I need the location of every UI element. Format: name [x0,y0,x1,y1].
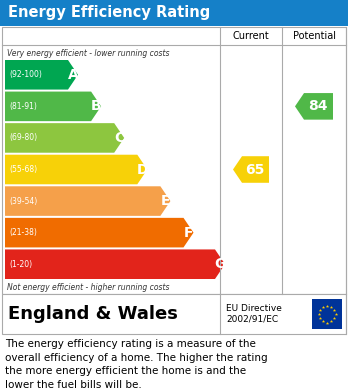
Text: (92-100): (92-100) [9,70,42,79]
Text: E: E [161,194,170,208]
Polygon shape [5,218,193,248]
Text: F: F [184,226,193,240]
Polygon shape [5,249,225,279]
Text: (81-91): (81-91) [9,102,37,111]
Text: C: C [114,131,124,145]
Text: B: B [91,99,101,113]
Text: 65: 65 [245,163,265,176]
Text: (69-80): (69-80) [9,133,37,142]
Text: England & Wales: England & Wales [8,305,178,323]
Bar [2,27,346,294]
Text: Not energy efficient - higher running costs: Not energy efficient - higher running co… [7,283,169,292]
Text: Very energy efficient - lower running costs: Very energy efficient - lower running co… [7,48,169,57]
Text: (55-68): (55-68) [9,165,37,174]
Bar [0,0,348,26]
Text: Current: Current [232,31,269,41]
Polygon shape [233,156,269,183]
Polygon shape [5,186,171,216]
Polygon shape [295,93,333,120]
Text: (1-20): (1-20) [9,260,32,269]
Text: (39-54): (39-54) [9,197,37,206]
Text: 2002/91/EC: 2002/91/EC [226,314,278,323]
Text: A: A [68,68,78,82]
Text: Potential: Potential [293,31,335,41]
Text: G: G [214,257,226,271]
Text: The energy efficiency rating is a measure of the
overall efficiency of a home. T: The energy efficiency rating is a measur… [5,339,268,390]
Text: (21-38): (21-38) [9,228,37,237]
Text: 84: 84 [308,99,328,113]
Bar [312,299,342,329]
Text: EU Directive: EU Directive [226,304,282,313]
Polygon shape [5,123,124,153]
Bar [2,294,346,334]
Polygon shape [5,91,101,121]
Polygon shape [5,60,78,90]
Text: D: D [136,163,148,176]
Text: Energy Efficiency Rating: Energy Efficiency Rating [8,5,210,20]
Polygon shape [5,155,147,184]
